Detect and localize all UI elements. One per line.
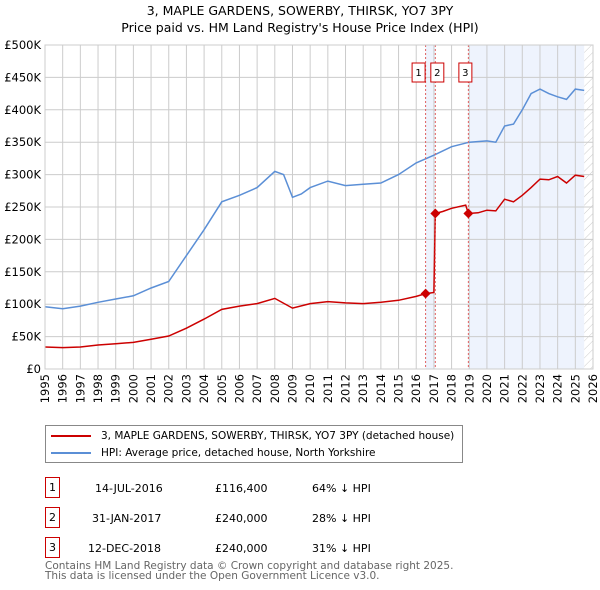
x-tick-label: 1999 <box>109 374 123 403</box>
sale-label: 1 <box>415 68 421 79</box>
x-tick-label: 2006 <box>232 374 246 403</box>
sale-point <box>420 288 431 299</box>
x-tick-label: 2019 <box>462 374 476 403</box>
footer: Contains HM Land Registry data © Crown c… <box>45 560 454 582</box>
legend-swatch-hpi <box>51 452 91 454</box>
y-tick-label: £450K <box>4 70 41 84</box>
y-tick-label: £300K <box>4 168 41 182</box>
plot-frame <box>44 44 594 370</box>
footer-line-1: Contains HM Land Registry data © Crown c… <box>45 560 454 572</box>
x-tick-label: 2010 <box>303 374 317 403</box>
x-tick-label: 2015 <box>392 374 406 403</box>
legend-label-hpi: HPI: Average price, detached house, Nort… <box>101 447 376 459</box>
y-tick-label: £500K <box>4 38 41 52</box>
x-tick-label: 2025 <box>568 374 582 403</box>
row-number-badge: 3 <box>45 537 60 558</box>
x-tick-label: 1995 <box>38 374 52 403</box>
row-hpi: 31% ↓ HPI <box>312 542 371 555</box>
x-tick-label: 1998 <box>91 374 105 403</box>
x-tick-label: 2013 <box>356 374 370 403</box>
sale-point <box>463 208 474 219</box>
x-tick-label: 2016 <box>409 374 423 403</box>
row-hpi: 28% ↓ HPI <box>312 512 371 525</box>
x-tick-label: 2000 <box>126 374 140 403</box>
x-tick-label: 1997 <box>73 374 87 403</box>
y-tick-label: £150K <box>4 265 41 279</box>
row-number-badge: 1 <box>45 477 60 498</box>
x-tick-label: 2020 <box>480 374 494 403</box>
y-tick-label: £100K <box>4 297 41 311</box>
x-tick-label: 2004 <box>197 374 211 403</box>
x-tick-label: 2007 <box>250 374 264 403</box>
chart-title: 3, MAPLE GARDENS, SOWERBY, THIRSK, YO7 3… <box>146 3 454 18</box>
sale-label-box <box>458 62 473 83</box>
row-price: £240,000 <box>215 512 268 525</box>
row-date: 31-JAN-2017 <box>92 512 162 525</box>
x-tick-label: 2012 <box>339 374 353 403</box>
y-tick-label: £350K <box>4 135 41 149</box>
price-chart: 1 2 3 1995 1996 1997 1998 1999 2000 2001 2002 2003 2… <box>4 38 600 403</box>
hpi-line <box>44 88 585 310</box>
x-tick-label: 2001 <box>144 374 158 403</box>
sale-point <box>430 208 441 219</box>
x-tick-label: 2021 <box>498 374 512 403</box>
y-tick-label: £50K <box>12 330 42 344</box>
x-tick-label: 2011 <box>321 374 335 403</box>
x-tick-label: 1996 <box>56 374 70 403</box>
footer-line-2: This data is licensed under the Open Gov… <box>45 570 380 582</box>
row-date: 14-JUL-2016 <box>95 482 163 495</box>
x-tick-label: 2014 <box>374 374 388 403</box>
x-tick-label: 2002 <box>162 374 176 403</box>
row-hpi: 64% ↓ HPI <box>312 482 371 495</box>
x-tick-label: 2024 <box>551 374 565 403</box>
legend-swatch-property <box>51 435 91 437</box>
sale-label: 2 <box>434 68 440 79</box>
x-tick-label: 2018 <box>445 374 459 403</box>
property-price-line <box>44 174 585 349</box>
x-tick-label: 2023 <box>533 374 547 403</box>
sale-label-box <box>411 62 426 83</box>
row-number-badge: 2 <box>45 507 60 528</box>
y-tick-label: £200K <box>4 232 41 246</box>
row-date: 12-DEC-2018 <box>88 542 162 555</box>
row-price: £116,400 <box>215 482 268 495</box>
x-tick-label: 2017 <box>427 374 441 403</box>
row-price: £240,000 <box>215 542 268 555</box>
y-tick-label: £250K <box>4 200 41 214</box>
x-tick-label: 2003 <box>179 374 193 403</box>
chart-subtitle: Price paid vs. HM Land Registry's House … <box>121 20 479 35</box>
x-tick-label: 2022 <box>515 374 529 403</box>
x-tick-label: 2026 <box>586 374 600 403</box>
y-tick-label: £0 <box>26 362 41 376</box>
y-tick-label: £400K <box>4 103 41 117</box>
x-tick-label: 2005 <box>215 374 229 403</box>
x-tick-label: 2008 <box>268 374 282 403</box>
sale-label: 3 <box>462 68 468 79</box>
x-tick-label: 2009 <box>285 374 299 403</box>
sale-label-box <box>430 62 445 83</box>
chart-legend: 3, MAPLE GARDENS, SOWERBY, THIRSK, YO7 3… <box>45 425 463 463</box>
legend-label-property: 3, MAPLE GARDENS, SOWERBY, THIRSK, YO7 3… <box>101 430 455 442</box>
